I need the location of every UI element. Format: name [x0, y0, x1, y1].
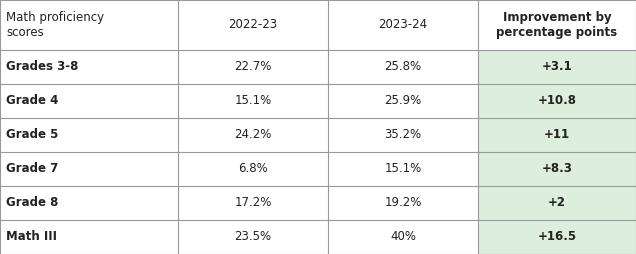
Text: Grade 5: Grade 5	[6, 129, 59, 141]
Text: 25.8%: 25.8%	[384, 60, 422, 73]
Text: Improvement by
percentage points: Improvement by percentage points	[497, 11, 618, 39]
Bar	[178, 50, 328, 84]
Text: 15.1%: 15.1%	[235, 94, 272, 107]
Text: 25.9%: 25.9%	[384, 94, 422, 107]
Text: Grade 4: Grade 4	[6, 94, 59, 107]
Bar	[0, 152, 178, 186]
Text: 22.7%: 22.7%	[234, 60, 272, 73]
Bar	[0, 0, 178, 50]
Text: +3.1: +3.1	[542, 60, 572, 73]
Bar	[478, 152, 636, 186]
Text: 19.2%: 19.2%	[384, 197, 422, 210]
Text: 24.2%: 24.2%	[234, 129, 272, 141]
Bar	[178, 0, 328, 50]
Bar	[0, 186, 178, 220]
Bar	[478, 220, 636, 254]
Bar	[328, 0, 478, 50]
Text: 6.8%: 6.8%	[238, 163, 268, 176]
Bar	[478, 186, 636, 220]
Text: Math III: Math III	[6, 230, 57, 244]
Text: 17.2%: 17.2%	[234, 197, 272, 210]
Text: +10.8: +10.8	[537, 94, 576, 107]
Text: Grades 3-8: Grades 3-8	[6, 60, 78, 73]
Text: Math proficiency
scores: Math proficiency scores	[6, 11, 104, 39]
Text: +8.3: +8.3	[542, 163, 572, 176]
Bar	[328, 220, 478, 254]
Text: 15.1%: 15.1%	[384, 163, 422, 176]
Bar	[178, 186, 328, 220]
Text: 2022-23: 2022-23	[228, 19, 277, 31]
Bar	[478, 50, 636, 84]
Bar	[0, 50, 178, 84]
Text: Grade 8: Grade 8	[6, 197, 59, 210]
Bar	[478, 84, 636, 118]
Text: 40%: 40%	[390, 230, 416, 244]
Bar	[328, 84, 478, 118]
Bar	[328, 118, 478, 152]
Bar	[0, 84, 178, 118]
Bar	[178, 118, 328, 152]
Text: +16.5: +16.5	[537, 230, 577, 244]
Bar	[478, 118, 636, 152]
Bar	[178, 84, 328, 118]
Text: Grade 7: Grade 7	[6, 163, 59, 176]
Bar	[328, 152, 478, 186]
Bar	[328, 186, 478, 220]
Text: 35.2%: 35.2%	[384, 129, 422, 141]
Text: +11: +11	[544, 129, 570, 141]
Bar	[0, 220, 178, 254]
Bar	[178, 152, 328, 186]
Text: 23.5%: 23.5%	[235, 230, 272, 244]
Text: 2023-24: 2023-24	[378, 19, 427, 31]
Text: +2: +2	[548, 197, 566, 210]
Bar	[478, 0, 636, 50]
Bar	[328, 50, 478, 84]
Bar	[0, 118, 178, 152]
Bar	[178, 220, 328, 254]
